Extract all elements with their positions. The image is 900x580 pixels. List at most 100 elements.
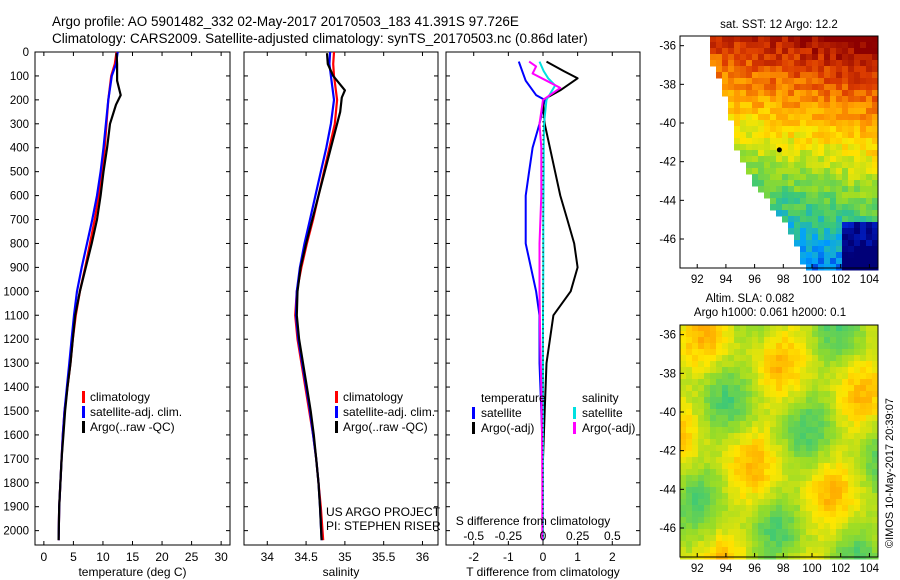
sst_map-cell [806,36,813,43]
sla_map-title: Altim. SLA: 0.082 [706,293,795,305]
sla_map-cell [680,421,687,428]
sla_map-cell [710,553,717,560]
sla_map-cell [872,331,879,338]
sla_map-cell [812,433,819,440]
sla_map-cell [680,415,687,422]
sst_map-cell [734,60,741,67]
sla_map-cell [788,433,795,440]
sla_map-cell [776,427,783,434]
sla_map-cell [806,415,813,422]
sla_map-cell [764,457,771,464]
sst_map-cell [842,162,849,169]
sla_map-cell [692,385,699,392]
sst_map-cell [872,258,879,265]
sla_map-cell [746,331,753,338]
sla_map-cell [848,439,855,446]
sst_map-cell [740,150,747,157]
sst_map-cell [722,90,729,97]
sla_map-cell [680,529,687,536]
sst_map-cell [746,78,753,85]
sla_map-cell [806,373,813,380]
sla_map-cell [854,361,861,368]
sla_map-cell [716,439,723,446]
sla_map-cell [788,523,795,530]
sla_map-cell [698,415,705,422]
sst_map-cell [848,246,855,253]
sla_map-cell [770,481,777,488]
sst_map-cell [788,144,795,151]
sst_map-cell [842,48,849,55]
depth-tick-label: 1700 [3,454,29,466]
sst_map-cell [824,198,831,205]
sla_map-cell [836,331,843,338]
sst_map-cell [800,210,807,217]
sla_map-cell [698,403,705,410]
sst_map-cell [764,96,771,103]
sla_map-cell [866,523,873,530]
sst_map-cell [722,48,729,55]
sla_map-cell [830,373,837,380]
sst_map-cell [854,198,861,205]
sst_map-cell [842,54,849,61]
sla_map-cell [866,337,873,344]
sla_map-cell [776,415,783,422]
sst_map-cell [848,192,855,199]
sst_map-cell [764,180,771,187]
sst_map-cell [848,84,855,91]
sst_map-cell [866,66,873,73]
sla_map-cell [872,553,879,560]
sla_map-cell [776,385,783,392]
sst_map-cell [860,216,867,223]
sst_map-cell [788,174,795,181]
sla_map-cell [752,445,759,452]
sla_map-cell [704,535,711,542]
sla_map-cell [752,337,759,344]
sst_map-cell [854,54,861,61]
sla_map-cell [764,385,771,392]
sla_map-cell [872,505,879,512]
sla_map-cell [812,493,819,500]
sla_map-cell [788,379,795,386]
sst_map-y-tick-label: -38 [659,79,676,91]
sst_map-cell [836,132,843,139]
sst_map-cell [872,210,879,217]
legend-swatch-0 [472,407,475,419]
sla_map-cell [818,421,825,428]
sla_map-cell [686,331,693,338]
sla_map-cell [698,517,705,524]
sst_map-cell [764,90,771,97]
sla_map-cell [764,487,771,494]
sst_map-cell [842,138,849,145]
sst_map-cell [734,84,741,91]
sla_map-cell [794,373,801,380]
sst_map-cell [800,66,807,73]
sst_map-cell [764,174,771,181]
sla_map-cell [836,325,843,332]
sla_map-cell [716,379,723,386]
sla_map-cell [848,343,855,350]
sla_map-cell [746,325,753,332]
sst_map-cell [860,156,867,163]
sst_map-cell [734,48,741,55]
sla_map-cell [806,427,813,434]
sst_map-x-tick-label: 104 [860,274,880,286]
sla_map-cell [830,481,837,488]
sst_map-cell [782,150,789,157]
sla_map-cell [800,355,807,362]
sst_map-cell [782,216,789,223]
sla_map-cell [764,373,771,380]
sst_map-cell [770,132,777,139]
sla_map-cell [830,499,837,506]
sla_map-cell [842,349,849,356]
sla_map-cell [746,385,753,392]
sla_map-cell [848,385,855,392]
sla_map-cell [806,493,813,500]
sla_map-cell [836,379,843,386]
sla_map-cell [842,331,849,338]
sla_map-cell [716,361,723,368]
sst_map-cell [752,138,759,145]
sla_map-cell [734,547,741,554]
sla_map-cell [800,343,807,350]
legend-label-1: Argo(-adj) [481,421,534,435]
sst_map-cell [854,66,861,73]
